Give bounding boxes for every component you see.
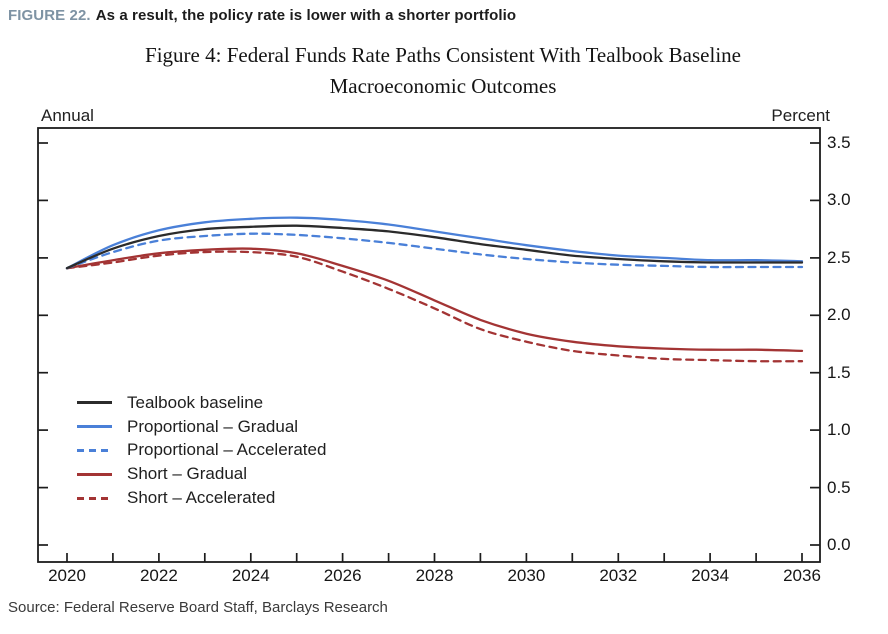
x-axis-tick-label: 2034 xyxy=(691,566,730,585)
legend-label: Proportional – Gradual xyxy=(127,416,299,436)
x-axis-tick-label: 2024 xyxy=(231,566,270,585)
x-axis-tick-label: 2030 xyxy=(507,566,546,585)
y-axis-tick-label: 3.5 xyxy=(827,133,851,152)
legend-label: Short – Accelerated xyxy=(127,488,276,508)
x-axis-tick-label: 2022 xyxy=(139,566,178,585)
x-axis-tick-label: 2032 xyxy=(599,566,638,585)
y-axis-tick-label: 0.5 xyxy=(827,477,851,497)
y-axis-tick-label: 1.0 xyxy=(827,420,851,440)
short-gradual-line-swatch xyxy=(77,472,112,476)
legend-label: Proportional – Accelerated xyxy=(127,440,327,460)
figure-number-label: FIGURE 22. xyxy=(8,7,91,24)
legend-label: Short – Gradual xyxy=(127,464,248,484)
chart-title-line2: Macroeconomic Outcomes xyxy=(329,74,557,98)
y-axis-tick-label: 0.0 xyxy=(827,535,851,554)
y-axis-tick-label: 1.5 xyxy=(827,362,851,382)
x-axis-tick-label: 2020 xyxy=(48,566,86,585)
y-axis-tick-label: 3.0 xyxy=(827,190,851,210)
legend-item-proportional-gradual: Proportional – Gradual xyxy=(77,415,326,439)
legend-item-short-gradual: Short – Gradual xyxy=(77,462,326,486)
legend-item-tealbook-baseline: Tealbook baseline xyxy=(77,391,326,415)
y-axis-tick-label: 2.0 xyxy=(827,305,851,325)
chart-title-line1: Figure 4: Federal Funds Rate Paths Consi… xyxy=(145,43,741,67)
source-attribution: Source: Federal Reserve Board Staff, Bar… xyxy=(8,599,388,616)
right-axis-unit-label: Percent xyxy=(771,106,830,125)
figure-headline: As a result, the policy rate is lower wi… xyxy=(95,7,517,24)
proportional-gradual-line-swatch xyxy=(77,425,112,429)
legend-label: Tealbook baseline xyxy=(127,392,264,412)
legend-item-short-accelerated: Short – Accelerated xyxy=(77,486,326,510)
x-axis-tick-label: 2028 xyxy=(415,566,454,585)
x-axis-tick-label: 2036 xyxy=(783,566,821,585)
left-axis-unit-label: Annual xyxy=(41,106,94,125)
proportional-accelerated-line-swatch xyxy=(77,448,112,452)
short-accelerated-line-swatch xyxy=(77,496,112,500)
y-axis-tick-label: 2.5 xyxy=(827,247,851,267)
x-axis-tick-label: 2026 xyxy=(323,566,362,585)
report-header: FIGURE 22. As a result, the policy rate i… xyxy=(8,7,878,24)
chart-title: Figure 4: Federal Funds Rate Paths Consi… xyxy=(52,40,834,102)
tealbook-baseline-line-swatch xyxy=(77,401,112,405)
legend-item-proportional-accelerated: Proportional – Accelerated xyxy=(77,439,326,463)
chart-legend: Tealbook baseline Proportional – Gradual… xyxy=(77,391,326,510)
